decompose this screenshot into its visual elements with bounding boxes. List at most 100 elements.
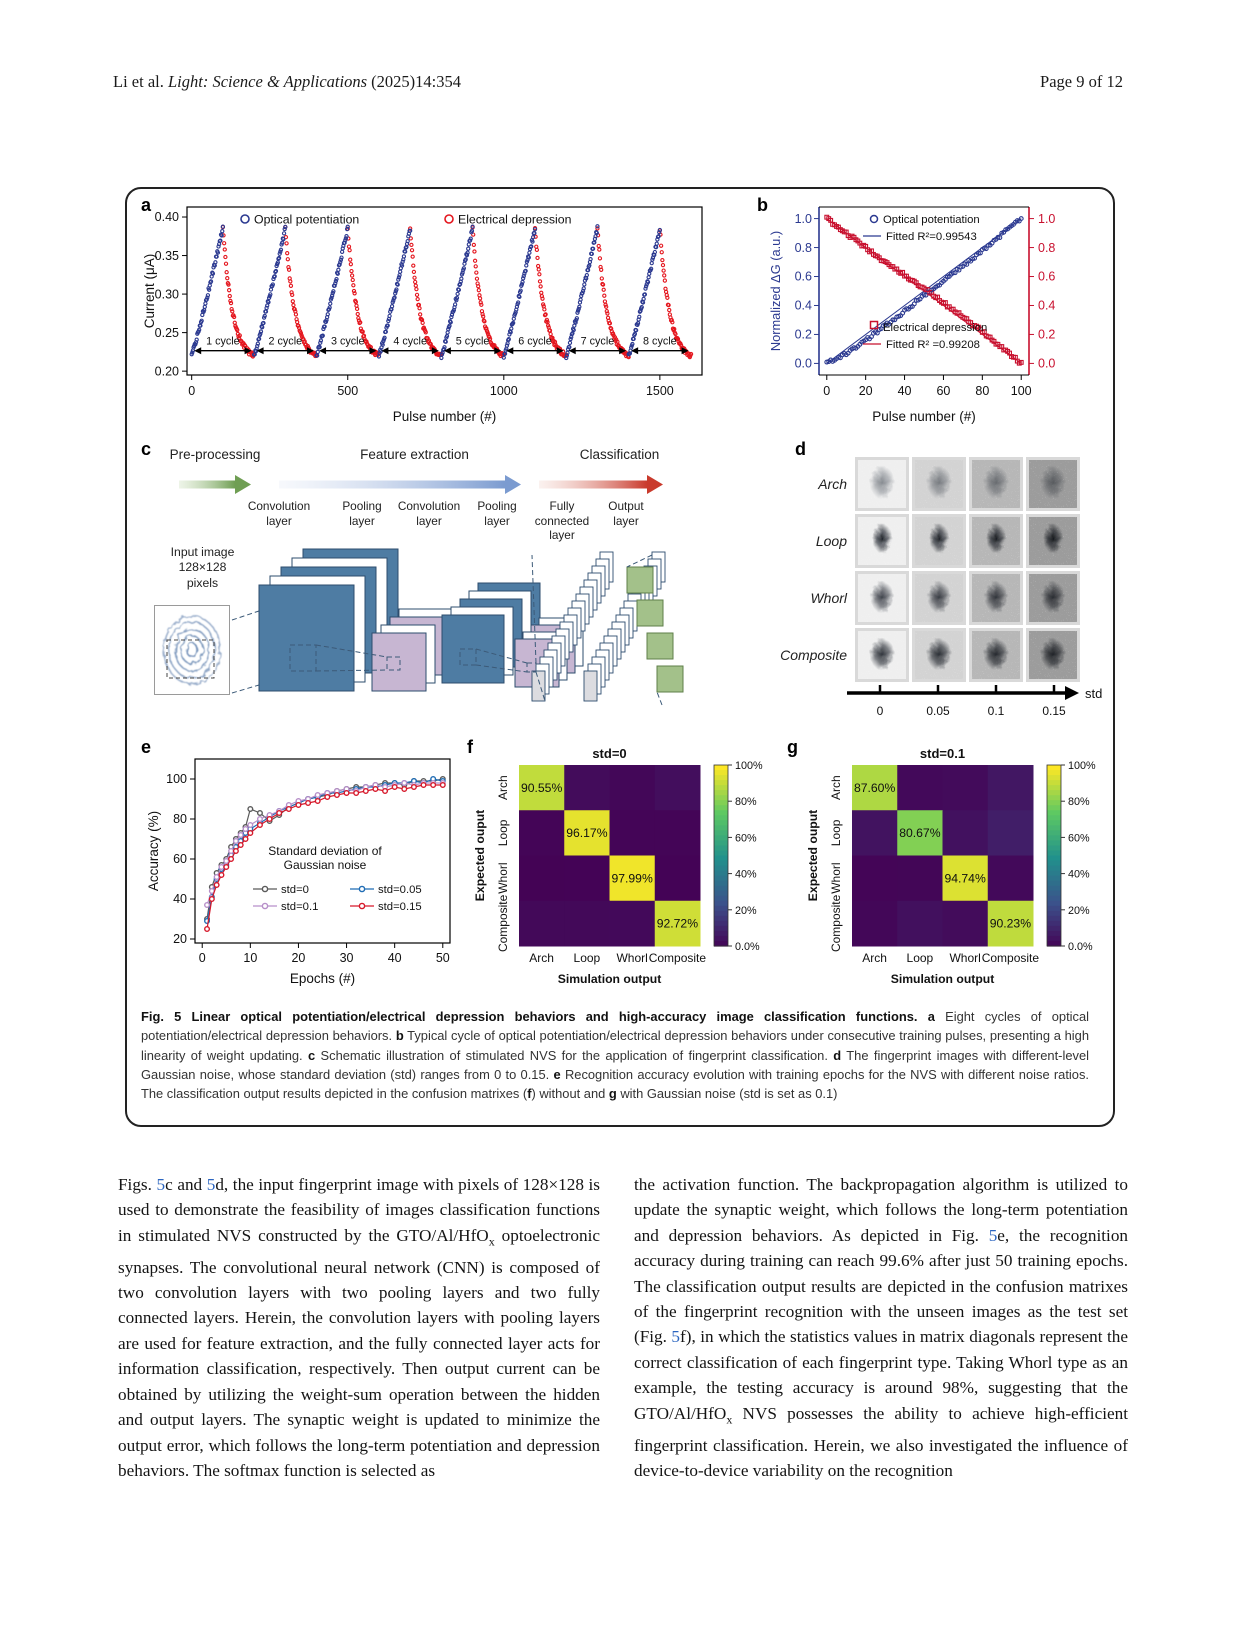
svg-text:90.55%: 90.55%: [521, 781, 562, 795]
svg-text:Loop: Loop: [829, 819, 843, 846]
svg-text:80: 80: [975, 384, 989, 398]
text-run: The fingerprint images with different-le…: [141, 1047, 1089, 1083]
svg-text:20%: 20%: [735, 905, 757, 917]
fingerprint-cell: [1026, 457, 1080, 511]
svg-text:0: 0: [877, 704, 884, 718]
svg-text:0: 0: [188, 384, 195, 398]
svg-text:0.4: 0.4: [1038, 299, 1055, 313]
panel-label-d: d: [795, 439, 806, 459]
svg-text:96.17%: 96.17%: [566, 826, 607, 840]
svg-text:94.74%: 94.74%: [944, 871, 985, 885]
svg-text:Expected ouput: Expected ouput: [473, 810, 487, 901]
svg-text:40%: 40%: [1068, 869, 1090, 881]
svg-text:0.1: 0.1: [988, 704, 1005, 718]
svg-text:80%: 80%: [1068, 796, 1090, 808]
panel-label-e: e: [141, 737, 152, 757]
svg-text:Current (μA): Current (μA): [142, 254, 157, 329]
figure-reference-link[interactable]: 5: [156, 1175, 166, 1194]
panel-e-chart: 0 10 20 30 40 50 20 40 60 80 100 Accuracy (%) Epochs…: [146, 758, 451, 986]
svg-text:20: 20: [291, 951, 305, 965]
panel-a-chart: 0 500 1000 1500 0.20 0.25 0.30 0.35 0.40 Current …: [142, 206, 703, 424]
svg-text:Whorl: Whorl: [949, 951, 980, 965]
figure-reference-link[interactable]: 5: [988, 1225, 998, 1245]
row-label: Composite: [780, 647, 847, 663]
svg-text:std=0: std=0: [281, 884, 309, 896]
svg-text:80%: 80%: [735, 796, 757, 808]
figure-caption: Fig. 5 Linear optical potentiation/elect…: [141, 1007, 1089, 1104]
svg-text:Standard deviation of: Standard deviation of: [268, 844, 382, 858]
svg-text:0.8: 0.8: [795, 241, 812, 255]
svg-text:0.0: 0.0: [1038, 357, 1055, 371]
layer-label-convolution-2: Convolution layer: [397, 499, 461, 528]
bold-text: b: [395, 1028, 404, 1044]
svg-text:Simulation output: Simulation output: [891, 972, 995, 986]
fingerprint-cell: [969, 514, 1023, 568]
text-run: c and: [165, 1175, 207, 1194]
fingerprint-cell: [969, 457, 1023, 511]
fingerprint-noise-grid: Arch Loop Whorl Composite: [767, 457, 1083, 685]
svg-text:Loop: Loop: [574, 951, 601, 965]
svg-text:80.67%: 80.67%: [899, 826, 940, 840]
fingerprint-cell: [1026, 571, 1080, 625]
svg-text:Electrical depression: Electrical depression: [883, 322, 987, 334]
bold-text: Fig. 5 Linear optical potentiation/elect…: [141, 1009, 918, 1024]
svg-text:std=0.1: std=0.1: [281, 901, 318, 913]
text-run: x: [726, 1412, 733, 1427]
svg-text:0.25: 0.25: [155, 326, 179, 340]
citation-tail: (2025)14:354: [367, 72, 461, 91]
bold-text: d: [833, 1047, 842, 1063]
svg-text:100%: 100%: [1068, 760, 1096, 772]
svg-text:Loop: Loop: [496, 819, 510, 846]
svg-text:std=0: std=0: [592, 746, 626, 761]
text-run: x: [488, 1234, 495, 1249]
svg-text:20%: 20%: [1068, 905, 1090, 917]
svg-text:0.35: 0.35: [155, 249, 179, 263]
fingerprint-cell: [969, 628, 1023, 682]
svg-text:40: 40: [388, 951, 402, 965]
cnn-layers-diagram: [231, 548, 684, 706]
svg-text:10: 10: [243, 951, 257, 965]
svg-text:100%: 100%: [735, 760, 763, 772]
process-flow-arrows: [179, 475, 663, 494]
svg-text:100: 100: [1011, 384, 1032, 398]
svg-text:1.0: 1.0: [1038, 212, 1055, 226]
svg-text:std=0.05: std=0.05: [378, 884, 422, 896]
text-run: [917, 1009, 927, 1024]
svg-text:0.0: 0.0: [795, 357, 812, 371]
svg-text:0.2: 0.2: [1038, 328, 1055, 342]
figure-reference-link[interactable]: 5: [206, 1175, 216, 1194]
panel-label-c: c: [141, 439, 152, 459]
svg-text:50: 50: [436, 951, 450, 965]
svg-text:97.99%: 97.99%: [611, 871, 652, 885]
svg-text:0.6: 0.6: [795, 270, 812, 284]
svg-text:2 cycle: 2 cycle: [269, 336, 303, 348]
svg-text:0.40: 0.40: [155, 210, 179, 224]
svg-text:60: 60: [936, 384, 950, 398]
svg-text:40: 40: [898, 384, 912, 398]
figure-reference-link[interactable]: 5: [671, 1327, 681, 1347]
layer-label-output: Output layer: [608, 499, 644, 528]
fingerprint-cell: [855, 457, 909, 511]
layer-label-pooling-2: Pooling layer: [477, 499, 517, 528]
svg-text:7 cycle: 7 cycle: [581, 336, 615, 348]
body-column-left: Figs. 5c and 5d, the input fingerprint i…: [118, 1172, 600, 1483]
input-fingerprint-image: [154, 605, 230, 695]
svg-text:0.8: 0.8: [1038, 241, 1055, 255]
svg-text:0.05: 0.05: [926, 704, 950, 718]
text-run: NVS possesses the ability to achieve hig…: [634, 1403, 1128, 1480]
svg-text:0.30: 0.30: [155, 287, 179, 301]
confusion-matrix-std0: std=0 90.55% 96.17% 97.99% 92.72% Arch Loop Who…: [473, 746, 763, 986]
svg-text:6 cycle: 6 cycle: [518, 336, 552, 348]
page-header: Li et al. Light: Science & Applications …: [113, 72, 1123, 92]
svg-text:0.0%: 0.0%: [735, 941, 760, 953]
svg-text:Composite: Composite: [496, 894, 510, 952]
svg-text:60: 60: [173, 852, 187, 866]
fingerprint-cell: [912, 457, 966, 511]
svg-text:Whorl: Whorl: [829, 862, 843, 893]
svg-text:0.20: 0.20: [155, 364, 179, 378]
svg-text:30: 30: [340, 951, 354, 965]
figure-5-box: a 0 500 1000 1500 0.20 0.25 0.30 0.35 0.40 Curren…: [125, 187, 1115, 1127]
svg-text:Arch: Arch: [529, 951, 554, 965]
svg-text:Simulation output: Simulation output: [558, 972, 662, 986]
